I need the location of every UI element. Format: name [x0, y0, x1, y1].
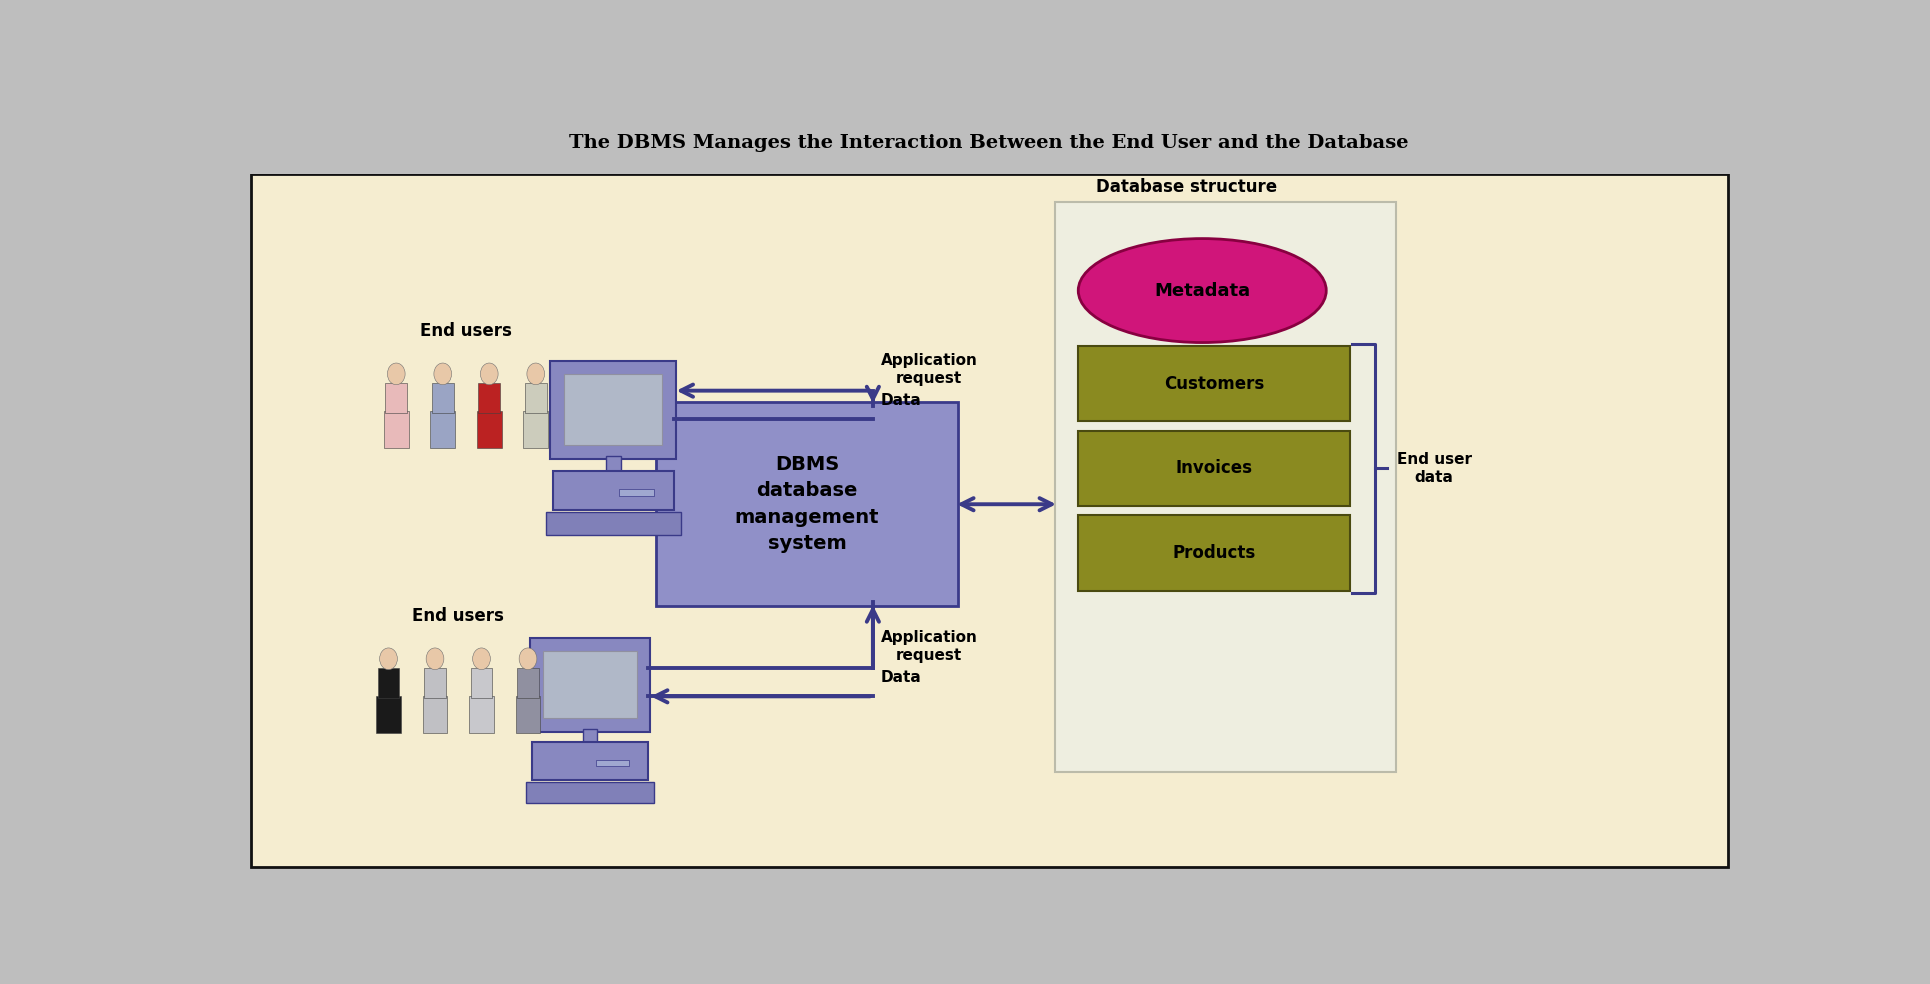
FancyBboxPatch shape	[533, 743, 648, 780]
FancyBboxPatch shape	[583, 729, 598, 745]
FancyBboxPatch shape	[525, 383, 546, 413]
FancyBboxPatch shape	[1079, 516, 1349, 590]
FancyBboxPatch shape	[471, 667, 492, 698]
FancyBboxPatch shape	[564, 375, 662, 446]
FancyBboxPatch shape	[425, 667, 446, 698]
FancyBboxPatch shape	[550, 360, 676, 460]
FancyBboxPatch shape	[479, 383, 500, 413]
FancyBboxPatch shape	[378, 667, 400, 698]
Text: End user
data: End user data	[1397, 453, 1473, 485]
FancyBboxPatch shape	[620, 489, 654, 496]
Ellipse shape	[388, 363, 405, 385]
Text: Application
request: Application request	[880, 353, 977, 386]
FancyBboxPatch shape	[1079, 346, 1349, 421]
FancyBboxPatch shape	[1079, 431, 1349, 506]
Ellipse shape	[519, 647, 537, 670]
Ellipse shape	[1079, 238, 1326, 342]
FancyBboxPatch shape	[423, 696, 448, 733]
Text: Customers: Customers	[1164, 375, 1264, 393]
FancyBboxPatch shape	[596, 760, 629, 767]
FancyBboxPatch shape	[386, 383, 407, 413]
FancyBboxPatch shape	[376, 696, 401, 733]
FancyBboxPatch shape	[432, 383, 454, 413]
Text: DBMS
database
management
system: DBMS database management system	[735, 455, 880, 553]
Ellipse shape	[527, 363, 544, 385]
FancyBboxPatch shape	[523, 411, 548, 449]
FancyBboxPatch shape	[552, 470, 674, 510]
FancyBboxPatch shape	[251, 173, 1727, 867]
FancyBboxPatch shape	[517, 667, 538, 698]
FancyBboxPatch shape	[241, 118, 1737, 173]
FancyBboxPatch shape	[656, 402, 957, 606]
FancyBboxPatch shape	[430, 411, 455, 449]
Text: Data: Data	[880, 393, 921, 407]
Text: Metadata: Metadata	[1154, 281, 1251, 299]
Text: End users: End users	[421, 322, 511, 340]
FancyBboxPatch shape	[477, 411, 502, 449]
Ellipse shape	[481, 363, 498, 385]
Text: End users: End users	[413, 607, 504, 625]
Text: Products: Products	[1172, 544, 1256, 562]
FancyBboxPatch shape	[469, 696, 494, 733]
FancyBboxPatch shape	[1056, 202, 1395, 771]
Text: The DBMS Manages the Interaction Between the End User and the Database: The DBMS Manages the Interaction Between…	[569, 135, 1409, 153]
Text: Data: Data	[880, 670, 921, 685]
FancyBboxPatch shape	[531, 638, 650, 732]
FancyBboxPatch shape	[606, 457, 621, 473]
Ellipse shape	[473, 647, 490, 670]
Ellipse shape	[380, 647, 398, 670]
FancyBboxPatch shape	[515, 696, 540, 733]
Text: Database structure: Database structure	[1096, 178, 1278, 196]
Text: Invoices: Invoices	[1175, 460, 1253, 477]
FancyBboxPatch shape	[525, 782, 654, 803]
Ellipse shape	[434, 363, 452, 385]
Text: Application
request: Application request	[880, 631, 977, 663]
Ellipse shape	[427, 647, 444, 670]
FancyBboxPatch shape	[542, 651, 637, 718]
FancyBboxPatch shape	[384, 411, 409, 449]
FancyBboxPatch shape	[546, 513, 681, 534]
